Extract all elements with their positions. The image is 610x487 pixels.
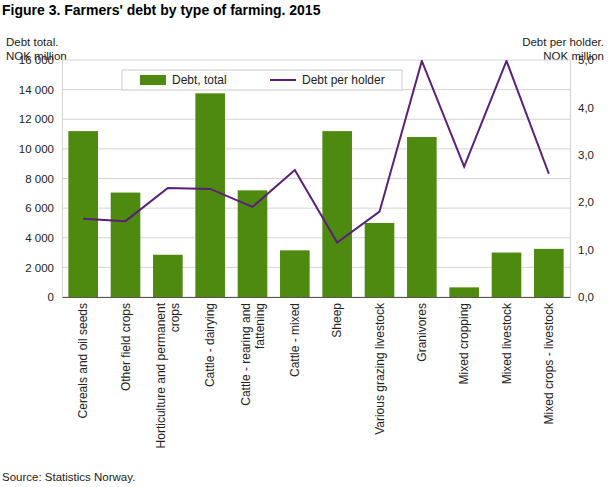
tick-label: 0,0 [578, 291, 594, 303]
axis-line [62, 61, 63, 298]
tick: 14 000 [19, 84, 62, 96]
tick: Mixed crops - livestock [542, 297, 556, 424]
tick: Sheep [330, 297, 344, 338]
tick: Horticulture and permanentcrops [154, 297, 182, 448]
tick: Cattle - mixed [288, 297, 302, 377]
legend-box [122, 70, 402, 90]
tick-label: 16 000 [19, 54, 54, 66]
grid-line [62, 119, 570, 120]
tick: 6 000 [25, 202, 62, 214]
tick-label: 4,0 [578, 102, 594, 114]
tick-label: 1,0 [578, 244, 594, 256]
bar [365, 223, 395, 297]
tick: 0,0 [570, 291, 594, 303]
tick-label: 12 000 [19, 113, 54, 125]
tick-label: Mixed cropping [457, 303, 471, 384]
tick: 4 000 [25, 232, 62, 244]
legend-label: Debt per holder [302, 73, 385, 87]
tick-label: Cattle - mixed [288, 303, 302, 377]
tick: Cattle - rearing andfattening [239, 297, 267, 406]
plot-area [68, 61, 563, 297]
axis-line [570, 61, 571, 298]
grid-line [62, 178, 570, 179]
x-axis: Cereals and oil seeds Other field crops Ho… [63, 297, 571, 448]
legend-swatch [140, 75, 166, 85]
bar [322, 131, 352, 297]
bar [280, 250, 310, 297]
tick: 2 000 [25, 262, 62, 274]
tick-label: Granivores [415, 303, 429, 362]
tick: Other field crops [119, 297, 133, 391]
tick: 8 000 [25, 173, 62, 185]
tick-label: 14 000 [19, 84, 54, 96]
tick: Cereals and oil seeds [76, 297, 90, 418]
tick-label: 3,0 [578, 149, 594, 161]
legend-swatch [270, 79, 296, 81]
bar [407, 137, 437, 297]
tick-label: 4 000 [25, 232, 54, 244]
bar [492, 253, 522, 297]
tick: Mixed cropping [457, 297, 471, 384]
tick: Granivores [415, 297, 429, 362]
line [83, 61, 549, 243]
tick-label: 0 [48, 291, 54, 303]
axis-line [63, 297, 571, 298]
tick-label: 2,0 [578, 196, 594, 208]
tick-label: 10 000 [19, 143, 54, 155]
bar-series [68, 93, 563, 297]
tick-label: Horticulture and permanentcrops [154, 302, 182, 448]
tick-label: 5,0 [578, 54, 594, 66]
tick-label: Sheep [330, 303, 344, 338]
tick: Cattle - dairying [203, 297, 217, 387]
bar [153, 255, 183, 297]
grid-line [62, 60, 570, 61]
tick: 12 000 [19, 113, 62, 125]
tick-label: Cattle - dairying [203, 303, 217, 387]
tick-label: 6 000 [25, 202, 54, 214]
tick-label: Cattle - rearing andfattening [239, 303, 267, 406]
tick-label: 2 000 [25, 262, 54, 274]
y-axis: 0 2 000 4 000 6 000 8 000 10 000 12 000 14 000 1… [19, 54, 63, 303]
tick-label: Various grazing livestock [373, 302, 387, 435]
tick-label: Mixed crops - livestock [542, 302, 556, 424]
tick: Mixed livestock [500, 297, 514, 384]
y2-axis: 0,0 1,0 2,0 3,0 4,0 5,0 [570, 54, 594, 303]
tick: 10 000 [19, 143, 62, 155]
bar [111, 193, 141, 297]
source: Source: Statistics Norway. [2, 471, 135, 483]
chart: Figure 3. Farmers' debt by type of farmi… [0, 0, 610, 487]
tick: Various grazing livestock [373, 297, 387, 435]
bar [195, 93, 225, 297]
tick-label: 8 000 [25, 173, 54, 185]
tick: 5,0 [570, 54, 594, 66]
bar [68, 131, 98, 297]
tick: 2,0 [570, 196, 594, 208]
legend-label: Debt, total [172, 73, 227, 87]
tick-label: Mixed livestock [500, 302, 514, 384]
grid [62, 60, 570, 297]
tick-label: Cereals and oil seeds [76, 303, 90, 418]
tick-label: Other field crops [119, 303, 133, 391]
tick: 4,0 [570, 102, 594, 114]
legend: Debt, total Debt per holder [122, 70, 402, 90]
tick: 3,0 [570, 149, 594, 161]
grid-line [62, 148, 570, 149]
tick: 1,0 [570, 244, 594, 256]
bar [534, 249, 564, 297]
bar [449, 287, 479, 297]
tick: 0 [48, 291, 62, 303]
tick: 16 000 [19, 54, 62, 66]
title: Figure 3. Farmers' debt by type of farmi… [2, 2, 321, 18]
